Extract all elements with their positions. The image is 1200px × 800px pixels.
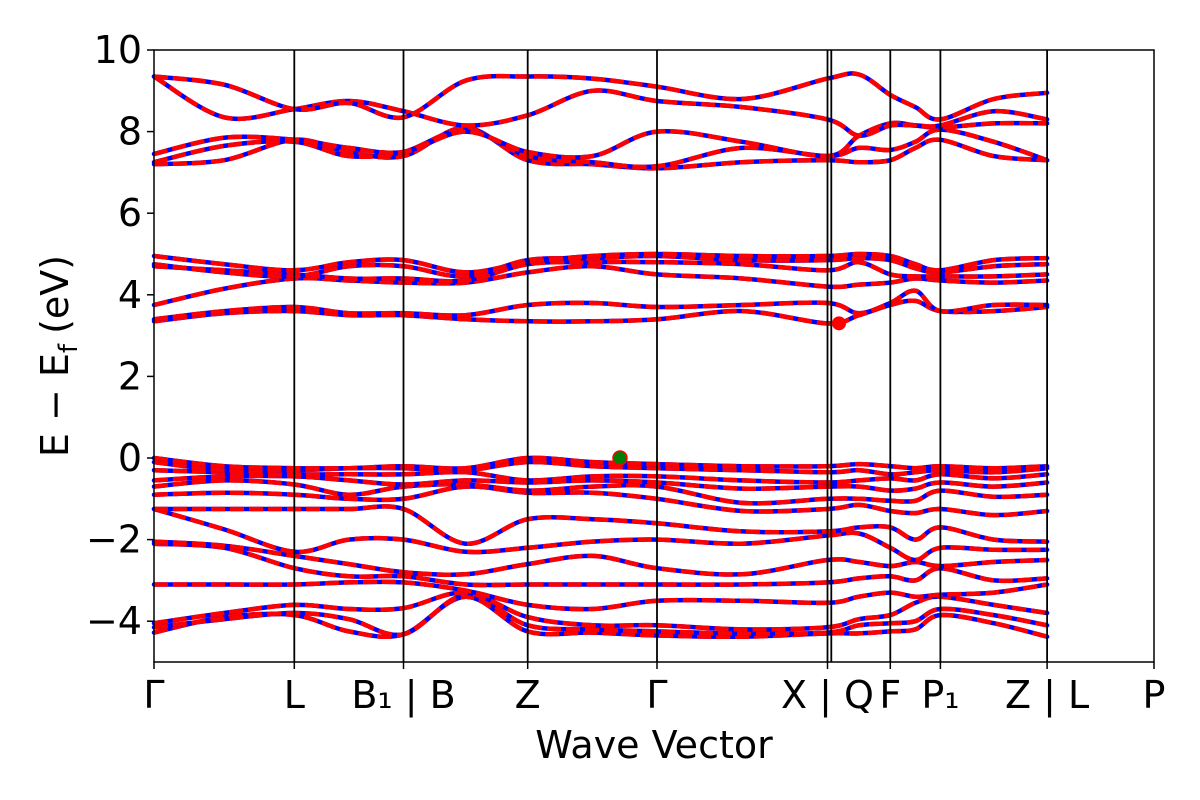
x-axis-label: Wave Vector (535, 723, 773, 767)
band-3-spin-down (153, 590, 1048, 632)
kpoint-label-8: Z | L (1005, 673, 1089, 718)
y-tick-label: 6 (118, 191, 142, 235)
y-tick-label: 8 (118, 110, 142, 154)
x-axis-ticks: Γ L B₁ | B Z Γ X | Q F P₁ Z | L P (143, 662, 1165, 718)
y-axis-label-unit: (eV) (33, 255, 77, 334)
kpoint-label-5: X | Q (781, 673, 874, 718)
y-axis-ticks: −4 −2 0 2 4 6 8 10 (86, 28, 154, 643)
band-16-spin-down (153, 288, 1048, 322)
band-1-spin-down (153, 594, 1048, 640)
y-tick-label: −2 (86, 518, 142, 562)
y-tick-label: 10 (94, 28, 142, 72)
kpoint-label-9: P (1143, 673, 1166, 717)
y-axis-label: E − Ef (eV) (33, 255, 84, 457)
kpoint-label-7: P₁ (921, 673, 959, 717)
band-19-spin-down (153, 253, 1048, 279)
bands-layer (151, 71, 1050, 640)
kpoint-label-3: Z (515, 673, 541, 717)
y-tick-label: 2 (118, 354, 142, 398)
band-7-spin-down (153, 506, 1048, 563)
kpoint-label-2: B₁ | B (351, 673, 455, 718)
band-25-spin-down (153, 71, 1048, 122)
kpoint-label-0: Γ (143, 673, 164, 717)
band-2-spin-down (153, 592, 1048, 638)
kpoint-label-1: L (284, 673, 305, 717)
band-23-spin-down (153, 120, 1048, 160)
y-tick-label: 4 (118, 273, 142, 317)
y-axis-label-main: E − E (33, 353, 77, 457)
kpoint-lines (293, 50, 1048, 662)
markers-layer (612, 316, 846, 466)
y-tick-label: 0 (118, 436, 142, 480)
y-tick-label: −4 (86, 599, 142, 643)
cbm-marker (832, 316, 846, 331)
kpoint-label-4: Γ (646, 673, 667, 717)
plot-frame (153, 49, 1155, 663)
kpoint-label-6: F (879, 673, 901, 717)
vbm-marker (612, 450, 628, 466)
y-axis-label-subscript: f (54, 343, 84, 353)
